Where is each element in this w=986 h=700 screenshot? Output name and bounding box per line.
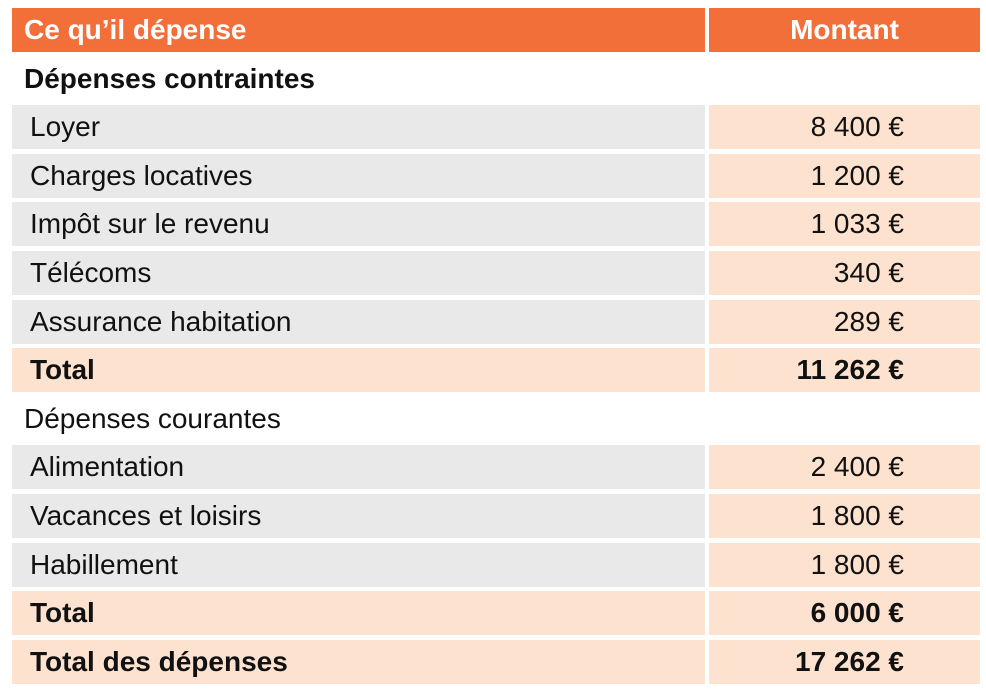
table-row: Vacances et loisirs 1 800 € bbox=[12, 493, 980, 538]
total-label: Total bbox=[12, 591, 705, 636]
item-label: Assurance habitation bbox=[12, 299, 705, 344]
header-amount: Montant bbox=[709, 8, 980, 52]
section-title-label: Dépenses courantes bbox=[24, 402, 281, 434]
total-amount: 11 262 € bbox=[709, 348, 980, 393]
section-total-row: Total 6 000 € bbox=[12, 591, 980, 636]
grand-total-row: Total des dépenses 17 262 € bbox=[12, 639, 980, 684]
item-amount: 1 033 € bbox=[709, 202, 980, 247]
item-amount: 289 € bbox=[709, 299, 980, 344]
section-total-row: Total 11 262 € bbox=[12, 348, 980, 393]
expenses-table: Ce qu’il dépense Montant Dépenses contra… bbox=[12, 8, 980, 688]
item-amount: 8 400 € bbox=[709, 105, 980, 150]
item-amount: 1 800 € bbox=[709, 493, 980, 538]
section-title-label: Dépenses contraintes bbox=[24, 62, 315, 94]
table-row: Habillement 1 800 € bbox=[12, 542, 980, 587]
table-row: Charges locatives 1 200 € bbox=[12, 153, 980, 198]
item-amount: 1 200 € bbox=[709, 153, 980, 198]
header-label: Ce qu’il dépense bbox=[12, 8, 705, 52]
table-row: Loyer 8 400 € bbox=[12, 105, 980, 150]
section-title: Dépenses courantes bbox=[12, 397, 980, 441]
item-label: Loyer bbox=[12, 105, 705, 150]
grand-total-label: Total des dépenses bbox=[12, 639, 705, 684]
item-label: Charges locatives bbox=[12, 153, 705, 198]
grand-total-amount: 17 262 € bbox=[709, 639, 980, 684]
table-row: Télécoms 340 € bbox=[12, 250, 980, 295]
table-row: Assurance habitation 289 € bbox=[12, 299, 980, 344]
item-label: Impôt sur le revenu bbox=[12, 202, 705, 247]
item-label: Alimentation bbox=[12, 445, 705, 490]
table-row: Impôt sur le revenu 1 033 € bbox=[12, 202, 980, 247]
item-label: Télécoms bbox=[12, 250, 705, 295]
section-title: Dépenses contraintes bbox=[12, 57, 980, 101]
total-label: Total bbox=[12, 348, 705, 393]
item-amount: 1 800 € bbox=[709, 542, 980, 587]
item-label: Habillement bbox=[12, 542, 705, 587]
table-row: Alimentation 2 400 € bbox=[12, 445, 980, 490]
item-label: Vacances et loisirs bbox=[12, 493, 705, 538]
table-header: Ce qu’il dépense Montant bbox=[12, 8, 980, 52]
total-amount: 6 000 € bbox=[709, 591, 980, 636]
item-amount: 340 € bbox=[709, 250, 980, 295]
item-amount: 2 400 € bbox=[709, 445, 980, 490]
